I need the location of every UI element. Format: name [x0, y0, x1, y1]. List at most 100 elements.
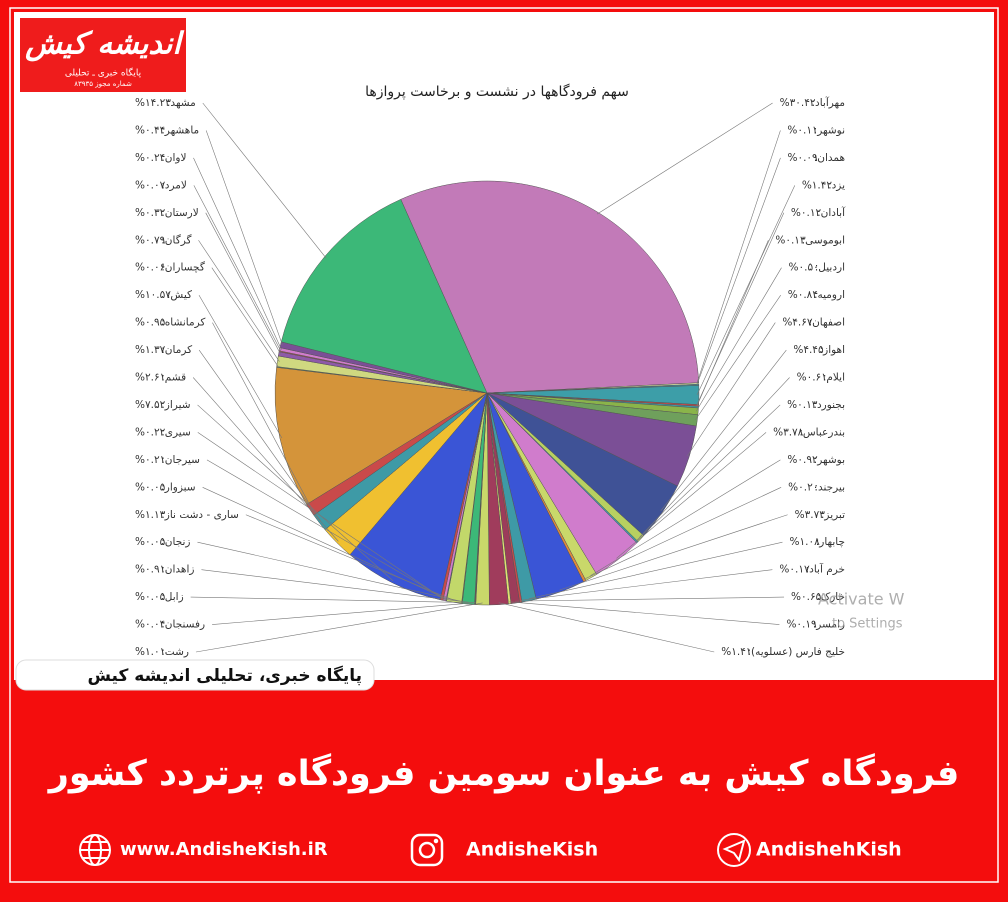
leader-line: [212, 322, 313, 509]
website[interactable]: www.AndisheKish.iR: [120, 839, 328, 860]
value-label: ۰.۹۱%: [135, 564, 165, 576]
slice-label: خرم آباد:۰.۱۷%: [779, 563, 845, 576]
category-label: نوشهر:: [814, 124, 845, 136]
instagram[interactable]: AndisheKish: [466, 839, 598, 861]
category-label: زنجان:: [161, 536, 190, 548]
slice-label: لاوان:۰.۲۴%: [135, 152, 186, 164]
leader-line: [198, 349, 322, 522]
value-label: ۳۰.۴۲%: [780, 97, 816, 109]
leader-line: [205, 212, 281, 355]
value-label: ۱۰.۵۷%: [135, 289, 171, 301]
leader-line: [616, 432, 767, 559]
category-label: آبادان:: [817, 206, 846, 219]
leader-line: [198, 294, 283, 439]
slice-label: بندرعباس:۳.۷۸%: [773, 426, 845, 438]
slice-label: نوشهر:۰.۱۱%: [787, 124, 845, 136]
slice-label: گرگان:۰.۷۹%: [135, 233, 192, 246]
logo-box: [20, 18, 186, 92]
slice-label: ایلام:۰.۶۱%: [797, 372, 845, 384]
slice-label: رامسر:۰.۱۹%: [786, 619, 845, 631]
category-label: قشم:: [161, 372, 186, 384]
category-label: ماهشهر:: [161, 124, 199, 136]
labels: مهرآباد:۳۰.۴۲% نوشهر:۰.۱۱% همدان:۰.۰۹% یزد:…: [135, 96, 846, 658]
leader-line: [520, 569, 773, 601]
value-label: ۰.۱۷%: [779, 564, 810, 576]
telegram[interactable]: AndishehKish: [756, 839, 902, 861]
value-label: ۰.۰۶%: [135, 262, 165, 274]
slice-label: ابوموسی:۰.۱۳%: [775, 234, 845, 246]
leader-line: [202, 102, 327, 259]
badge-box: [15, 659, 375, 691]
leader-line: [694, 294, 781, 421]
slice-label: قشم:۲.۶۱%: [135, 372, 186, 384]
value-label: ۰.۹۲%: [787, 454, 818, 466]
slice-label: اصفهان:۴.۶۷%: [782, 317, 845, 329]
pie-slice: [280, 198, 488, 394]
leader-line: [596, 102, 773, 215]
leader-line: [635, 404, 781, 542]
value-label: ۰.۷۹%: [135, 234, 166, 246]
slice-label: سیری:۰.۲۲%: [135, 426, 191, 438]
category-label: ایلام:: [823, 372, 845, 384]
value-label: ۰.۳۲%: [135, 207, 166, 219]
category-label: مهرآباد:: [811, 96, 845, 109]
leader-line: [198, 240, 280, 362]
value-label: ۱.۳۷%: [135, 344, 166, 356]
badge: پایگاه خبری، تحلیلی اندیشه کیش: [88, 665, 362, 686]
category-label: بجنورد:: [813, 399, 845, 411]
value-label: ۰.۲۲%: [135, 426, 166, 438]
slice-label: بوشهر:۰.۹۲%: [787, 454, 845, 466]
category-label: گچساران:: [161, 261, 205, 274]
category-label: گرگان:: [161, 233, 191, 246]
logo-tagline: پایگاه خبری ـ تحلیلی: [65, 67, 142, 79]
category-label: لارستان:: [161, 207, 198, 219]
slice-label: چابهار:۱.۰۸%: [789, 536, 845, 548]
value-label: ۴.۶۷%: [782, 317, 813, 329]
value-label: ۰.۲۰%: [788, 481, 818, 493]
category-label: رامسر:: [813, 619, 845, 631]
leader-line: [498, 602, 715, 653]
slice-label: بیرجند:۰.۲۰%: [788, 481, 845, 493]
leader-line: [696, 157, 781, 386]
category-label: مشهد:: [167, 97, 196, 109]
slice-label: سبزوار:۰.۰۵%: [135, 481, 196, 493]
value-label: ۰.۲۴%: [135, 152, 165, 164]
category-label: کرمانشاه:: [161, 317, 205, 329]
slice-label: رفسنجان:۰.۰۴%: [135, 619, 205, 631]
leader-line: [687, 322, 776, 457]
category-label: اهواز:: [820, 344, 845, 356]
leader-line: [660, 349, 787, 512]
value-label: ۰.۱۲%: [791, 207, 822, 219]
category-label: خرم آباد:: [806, 563, 845, 576]
category-label: سیری:: [161, 426, 191, 438]
leader-line: [559, 514, 788, 591]
leader-line: [190, 596, 475, 603]
pie-slice: [400, 180, 700, 394]
category-label: لامرد:: [161, 179, 187, 191]
leader-line: [696, 185, 796, 396]
slice-label: یزد:۱.۴۲%: [802, 179, 845, 191]
slice-label: لارستان:۰.۳۲%: [135, 207, 199, 219]
leader-line: [197, 541, 463, 602]
logo-license: شماره مجوز ۸۳۹۳۵: [74, 80, 132, 88]
slice-label: کیش:۱۰.۵۷%: [135, 289, 192, 301]
logo-name: اندیشه کیش: [24, 27, 184, 62]
value-label: ۰.۵۰%: [789, 262, 819, 274]
category-label: زاهدان:: [161, 564, 194, 576]
leader-line: [509, 601, 780, 625]
value-label: ۰.۱۹%: [786, 619, 817, 631]
slice-label: بجنورد:۰.۱۳%: [787, 399, 845, 411]
value-label: ۰.۰۷%: [135, 179, 166, 191]
watermark-line2: to Settings: [832, 617, 903, 632]
category-label: شیراز:: [161, 399, 190, 411]
leader-line: [212, 602, 476, 625]
value-label: ۱.۴۱%: [721, 646, 751, 658]
chart-title: سهم فرودگاهها در نشست و برخاست پروازها: [365, 83, 629, 100]
slice-label: همدان:۰.۰۹%: [787, 152, 845, 164]
leader-line: [696, 130, 781, 384]
leader-line: [639, 377, 790, 538]
leader-line: [245, 514, 455, 601]
pie: [274, 180, 700, 606]
